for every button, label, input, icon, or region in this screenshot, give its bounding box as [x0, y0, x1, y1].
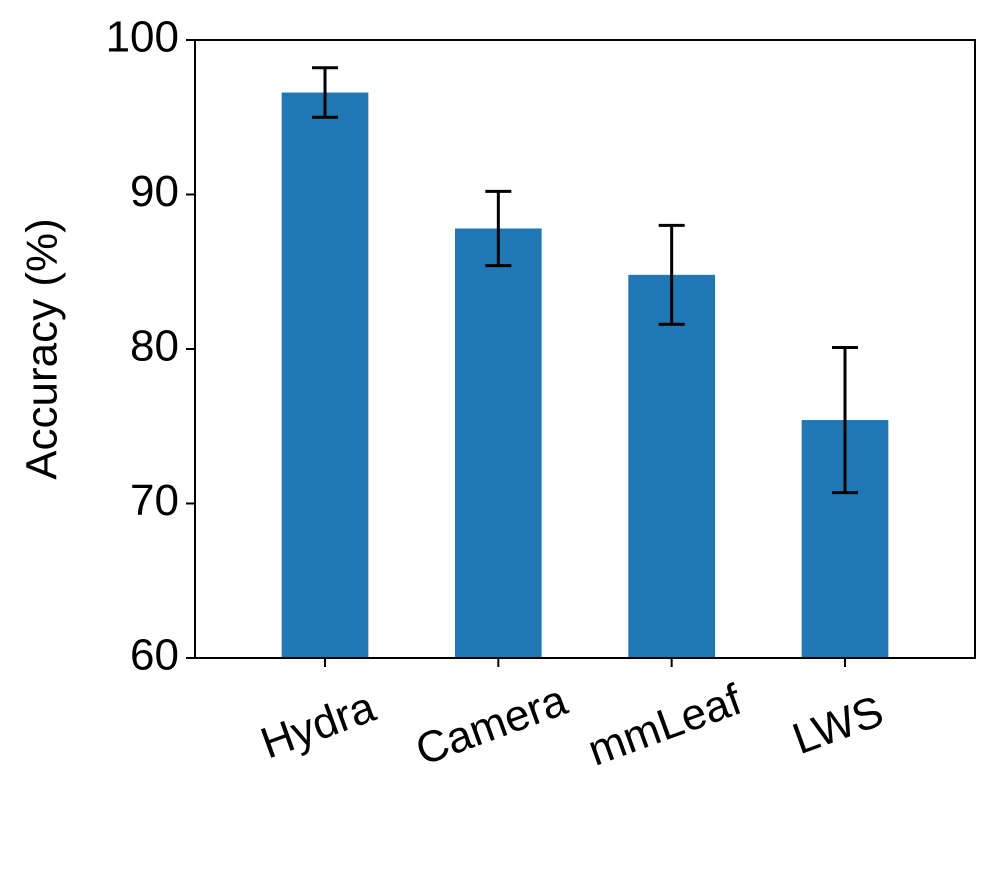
plot-frame: [194, 39, 976, 659]
error-bar: [312, 66, 338, 119]
error-bar: [485, 189, 512, 268]
y-tick-label: 60: [130, 631, 179, 680]
x-tick-label: Camera: [409, 675, 573, 775]
error-bar: [658, 223, 685, 326]
y-axis-label: Accuracy (%): [18, 218, 67, 480]
x-tick-label: LWS: [786, 687, 889, 765]
y-tick-label: 80: [130, 322, 179, 371]
y-tick-label: 90: [130, 167, 179, 216]
x-tick-label: Hydra: [254, 682, 382, 768]
x-tick-label: mmLeaf: [582, 675, 749, 776]
bar: [281, 92, 369, 658]
y-tick-label: 70: [130, 476, 179, 525]
bar: [455, 228, 542, 659]
bar: [628, 274, 715, 658]
y-tick-label: 100: [106, 13, 179, 62]
error-bar: [832, 345, 858, 495]
